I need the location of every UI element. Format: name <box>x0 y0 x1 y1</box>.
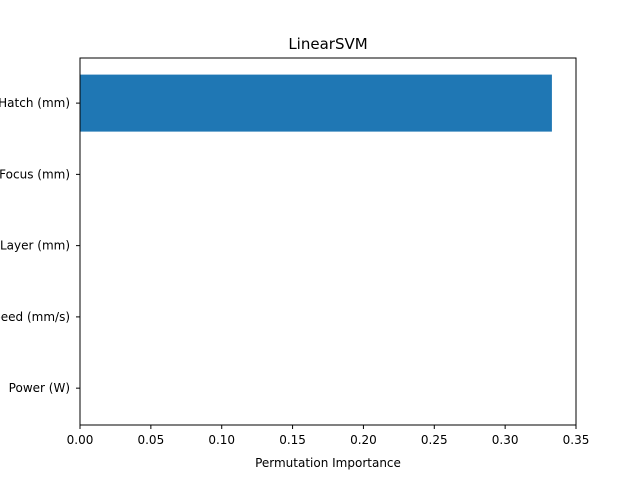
x-tick-label: 0.30 <box>492 433 519 447</box>
x-axis: 0.00 0.05 0.10 0.15 0.20 0.25 0.30 0.35 <box>67 425 590 447</box>
x-tick-label: 0.25 <box>421 433 448 447</box>
y-tick-label: Power (W) <box>9 381 70 395</box>
x-tick-label: 0.20 <box>350 433 377 447</box>
y-axis: Hatch (mm) Focus (mm) Layer (mm) Speed (mm/… <box>0 96 80 395</box>
y-tick-label: Speed (mm/s) <box>0 310 70 324</box>
y-tick-label: Focus (mm) <box>0 167 70 181</box>
plot-frame <box>79 57 577 426</box>
y-tick-label: Layer (mm) <box>0 239 70 253</box>
chart-title: LinearSVM <box>288 35 367 53</box>
x-axis-label: Permutation Importance <box>255 456 401 470</box>
x-tick-label: 0.05 <box>137 433 164 447</box>
y-tick-label: Hatch (mm) <box>0 96 70 110</box>
x-tick-label: 0.00 <box>67 433 94 447</box>
x-tick-label: 0.35 <box>563 433 590 447</box>
x-tick-label: 0.15 <box>279 433 306 447</box>
plot-area <box>80 74 552 132</box>
bar-0 <box>80 74 552 132</box>
x-tick-label: 0.10 <box>208 433 235 447</box>
